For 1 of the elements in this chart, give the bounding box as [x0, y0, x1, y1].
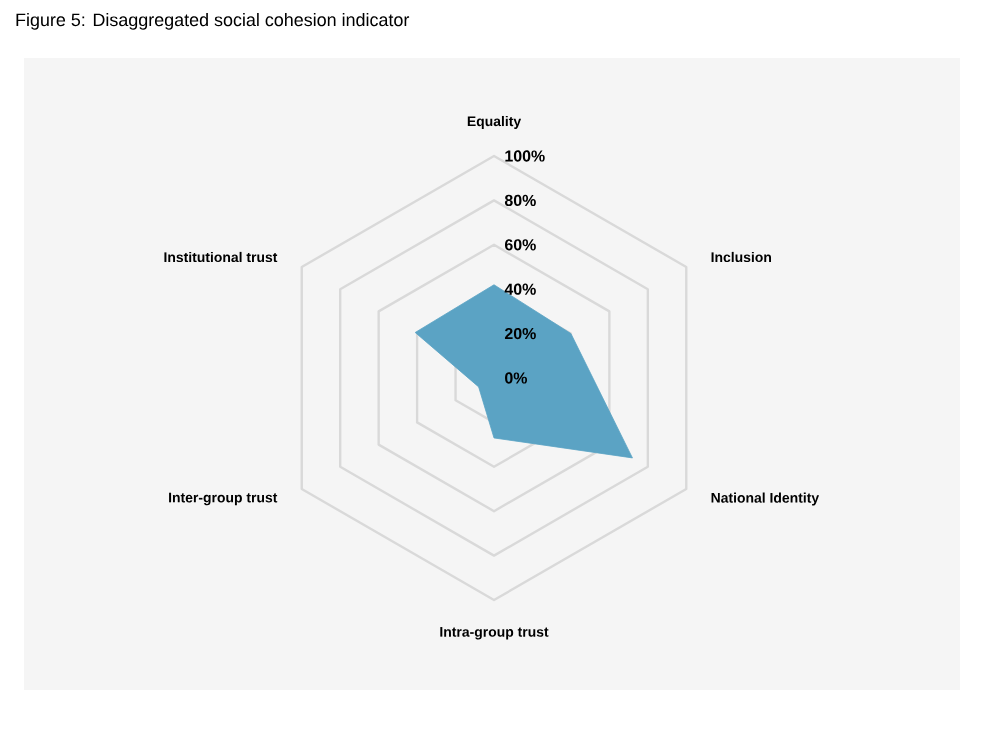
chart-title: Figure 5: Disaggregated social cohesion indicator — [16, 13, 410, 30]
